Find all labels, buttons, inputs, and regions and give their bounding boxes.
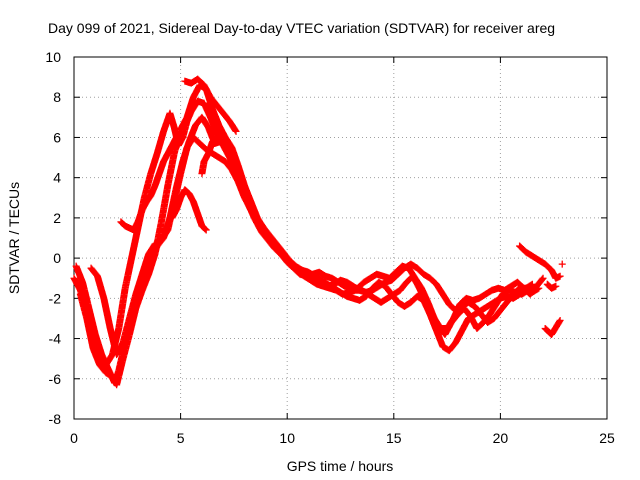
y-tick-label: -8	[49, 411, 62, 427]
data-point-markers	[541, 316, 564, 339]
series-fragment-1	[117, 129, 185, 234]
x-tick-label: 15	[386, 430, 402, 446]
y-tick-label: -6	[49, 371, 62, 387]
x-tick-label: 0	[70, 430, 78, 446]
y-axis-label: SDTVAR / TECUs	[6, 182, 22, 294]
series-fragment-7	[541, 316, 564, 339]
x-tick-label: 10	[279, 430, 295, 446]
series-fragment-5	[516, 242, 564, 282]
x-axis-label: GPS time / hours	[287, 458, 394, 474]
data-point-markers	[117, 129, 185, 234]
x-tick-label: 20	[493, 430, 509, 446]
data-point-markers	[72, 113, 539, 387]
grid-lines	[74, 57, 607, 419]
y-tick-label: 10	[45, 49, 61, 65]
y-tick-label: 6	[53, 129, 61, 145]
chart-title: Day 099 of 2021, Sidereal Day-to-day VTE…	[48, 20, 555, 36]
series-fragment-3	[181, 75, 240, 135]
series-fragment-4	[198, 133, 225, 178]
plot-frame	[73, 56, 608, 420]
y-tick-label: 0	[53, 250, 61, 266]
data-point-markers	[168, 186, 210, 234]
series-track-c	[76, 81, 536, 389]
series-track-d	[87, 133, 543, 359]
y-tick-label: 4	[53, 170, 61, 186]
y-tick-labels: -8 -6 -4 -2 0 2 4 6 8 10	[45, 49, 61, 427]
series-fragment-6	[543, 280, 560, 292]
series-fragment-8	[558, 260, 566, 268]
x-tick-labels: 0 5 10 15 20 25	[70, 430, 615, 446]
x-tick-label: 5	[177, 430, 185, 446]
y-tick-label: 2	[53, 210, 61, 226]
data-point-markers	[181, 75, 240, 135]
data-point-markers	[87, 133, 543, 359]
data-point-markers	[516, 242, 564, 282]
x-tick-label: 25	[599, 430, 615, 446]
y-tick-label: -4	[49, 331, 62, 347]
y-tick-label: -2	[49, 290, 62, 306]
data-point-markers	[558, 260, 566, 268]
data-series	[70, 75, 566, 389]
y-tick-label: 8	[53, 89, 61, 105]
axes	[73, 56, 608, 420]
series-fragment-2	[168, 186, 210, 234]
data-point-markers	[543, 280, 560, 292]
series-track-b	[72, 113, 539, 387]
data-point-markers	[76, 81, 536, 389]
data-point-markers	[198, 133, 225, 178]
